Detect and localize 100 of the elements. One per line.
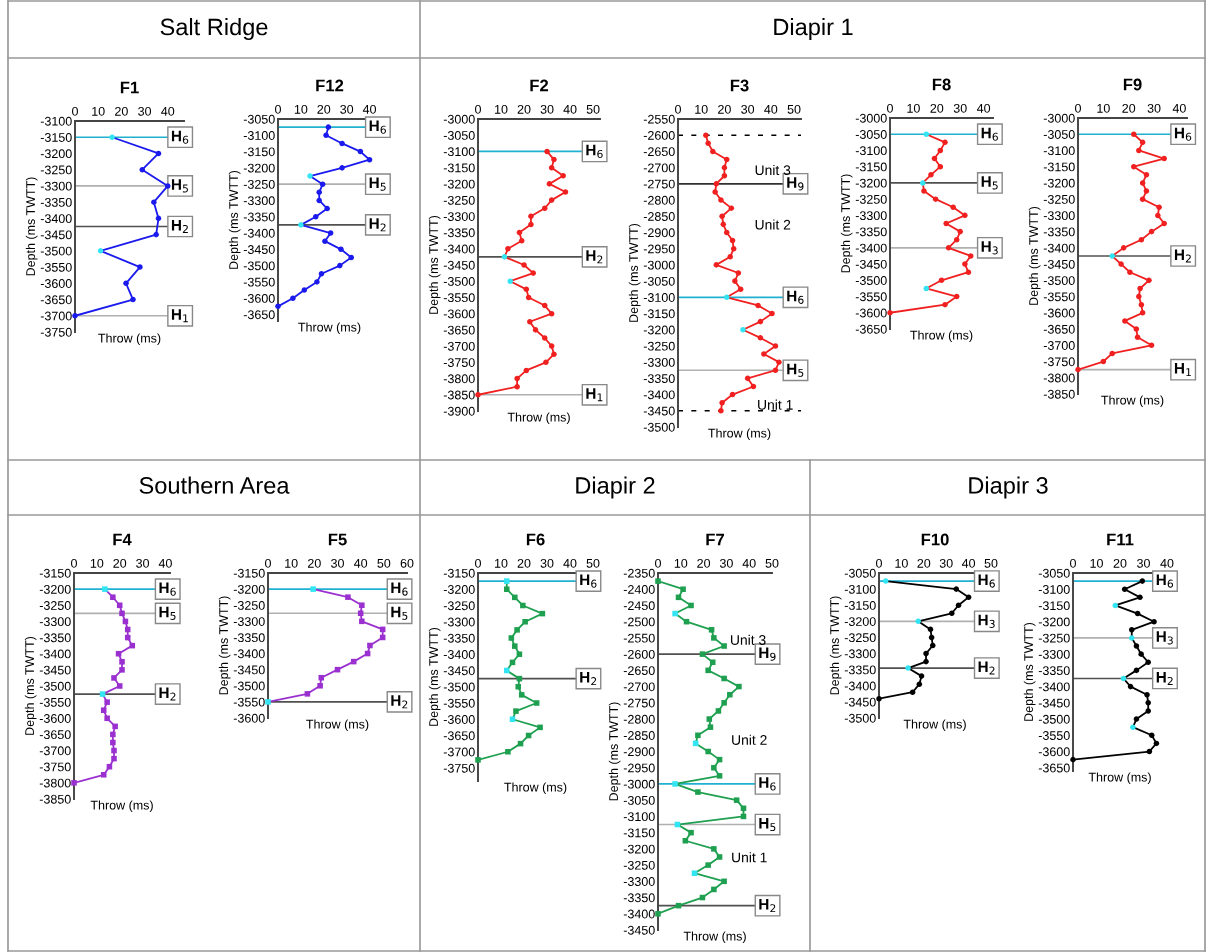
point <box>721 878 727 885</box>
point <box>1127 269 1133 276</box>
x-tick-label: 20 <box>1122 103 1136 113</box>
x-axis-title: Throw (ms) <box>306 719 369 732</box>
point <box>307 173 313 179</box>
y-tick-label: -3650 <box>443 325 475 335</box>
x-tick-label: 30 <box>331 558 344 568</box>
point <box>111 675 117 681</box>
point <box>507 278 513 284</box>
ref-line-label: H$_{2}$ <box>159 687 176 701</box>
y-tick-label: -3500 <box>855 276 887 285</box>
point <box>757 335 764 341</box>
point <box>710 148 716 155</box>
x-tick-label: 40 <box>362 104 377 114</box>
ref-line-label: H$_{1}$ <box>171 309 188 323</box>
point <box>1130 724 1136 730</box>
y-tick-label: -3450 <box>855 259 887 269</box>
point <box>915 618 921 625</box>
x-tick-label: 20 <box>718 104 731 114</box>
ref-line-label: H$_{1}$ <box>586 388 603 402</box>
y-tick-label: -3200 <box>1043 178 1075 188</box>
point <box>1128 635 1135 641</box>
x-tick-label: 0 <box>72 106 78 116</box>
x-tick-label: 0 <box>265 558 271 568</box>
point <box>923 658 929 665</box>
point <box>1075 366 1081 373</box>
x-tick-label: 30 <box>540 558 554 568</box>
y-tick-label: -3700 <box>443 747 475 757</box>
point <box>71 780 77 786</box>
ref-line-label: H$_{2}$ <box>978 661 995 675</box>
ref-line-label: H$_{6}$ <box>369 120 386 134</box>
y-tick-label: -3800 <box>443 374 475 384</box>
x-tick-label: 0 <box>475 104 481 114</box>
point <box>532 327 539 333</box>
point <box>541 302 548 309</box>
point <box>522 618 528 625</box>
y-axis-title: Depth (ms TWTT) <box>829 596 842 695</box>
chart-title: F12 <box>316 79 344 92</box>
y-tick-label: -3200 <box>40 149 72 159</box>
point <box>962 212 968 219</box>
point <box>706 716 713 722</box>
point <box>1118 261 1124 267</box>
point <box>711 846 717 852</box>
point <box>298 222 304 228</box>
y-tick-label: -3150 <box>243 147 275 157</box>
point <box>367 642 373 649</box>
point <box>955 602 962 608</box>
y-tick-label: -3250 <box>443 601 475 611</box>
point <box>111 747 117 754</box>
point <box>514 383 520 390</box>
y-tick-label: -3350 <box>243 212 275 222</box>
point <box>713 181 720 187</box>
point <box>727 691 733 698</box>
y-tick-label: -3550 <box>1043 292 1075 302</box>
y-tick-label: -3100 <box>1038 585 1070 594</box>
point <box>916 681 923 687</box>
y-tick-label: -3300 <box>40 181 72 191</box>
point <box>1138 301 1145 308</box>
y-tick-label: -3400 <box>243 228 275 238</box>
chart-title: F6 <box>526 533 545 546</box>
point <box>1143 188 1150 194</box>
x-axis-title: Throw (ms) <box>1088 772 1151 785</box>
ref-line-label: H$_{9}$ <box>787 177 804 191</box>
point <box>1136 293 1142 300</box>
ref-line-label: H$_{6}$ <box>1156 574 1174 588</box>
y-tick-label: -3250 <box>39 601 71 610</box>
x-tick-label: 20 <box>517 104 531 114</box>
y-tick-label: -3150 <box>844 601 876 610</box>
y-tick-label: -3200 <box>1038 617 1070 627</box>
x-axis-title: Throw (ms) <box>1101 395 1164 408</box>
x-tick-label: 20 <box>308 558 321 568</box>
y-tick-label: -3350 <box>844 665 876 675</box>
y-tick-label: -3600 <box>40 279 72 288</box>
y-tick-label: -3300 <box>39 617 71 627</box>
point <box>1133 667 1140 674</box>
point <box>1136 147 1142 154</box>
ref-line-label: H$_{5}$ <box>759 817 776 832</box>
ref-line-label: H$_{6}$ <box>159 582 176 596</box>
point <box>110 731 116 738</box>
y-tick-label: -3350 <box>233 633 265 643</box>
point <box>516 651 523 658</box>
point <box>551 351 557 357</box>
point <box>957 228 964 235</box>
y-tick-label: -3000 <box>855 113 887 123</box>
point <box>732 278 738 284</box>
point <box>503 586 510 593</box>
y-tick-label: -3100 <box>443 147 475 157</box>
y-axis-title: Depth (ms TWTT) <box>1023 622 1036 721</box>
y-tick-label: -3250 <box>643 341 675 351</box>
y-tick-label: -3300 <box>1043 211 1075 221</box>
point <box>740 326 746 333</box>
point <box>965 269 972 275</box>
point <box>109 134 115 141</box>
y-tick-label: -3500 <box>243 261 275 271</box>
ref-line-label: H$_{5}$ <box>391 606 408 620</box>
x-tick-label: 20 <box>317 104 331 114</box>
point <box>672 610 678 617</box>
y-tick-label: -3700 <box>1043 341 1075 350</box>
y-tick-label: -3550 <box>855 292 887 302</box>
point <box>544 148 550 155</box>
